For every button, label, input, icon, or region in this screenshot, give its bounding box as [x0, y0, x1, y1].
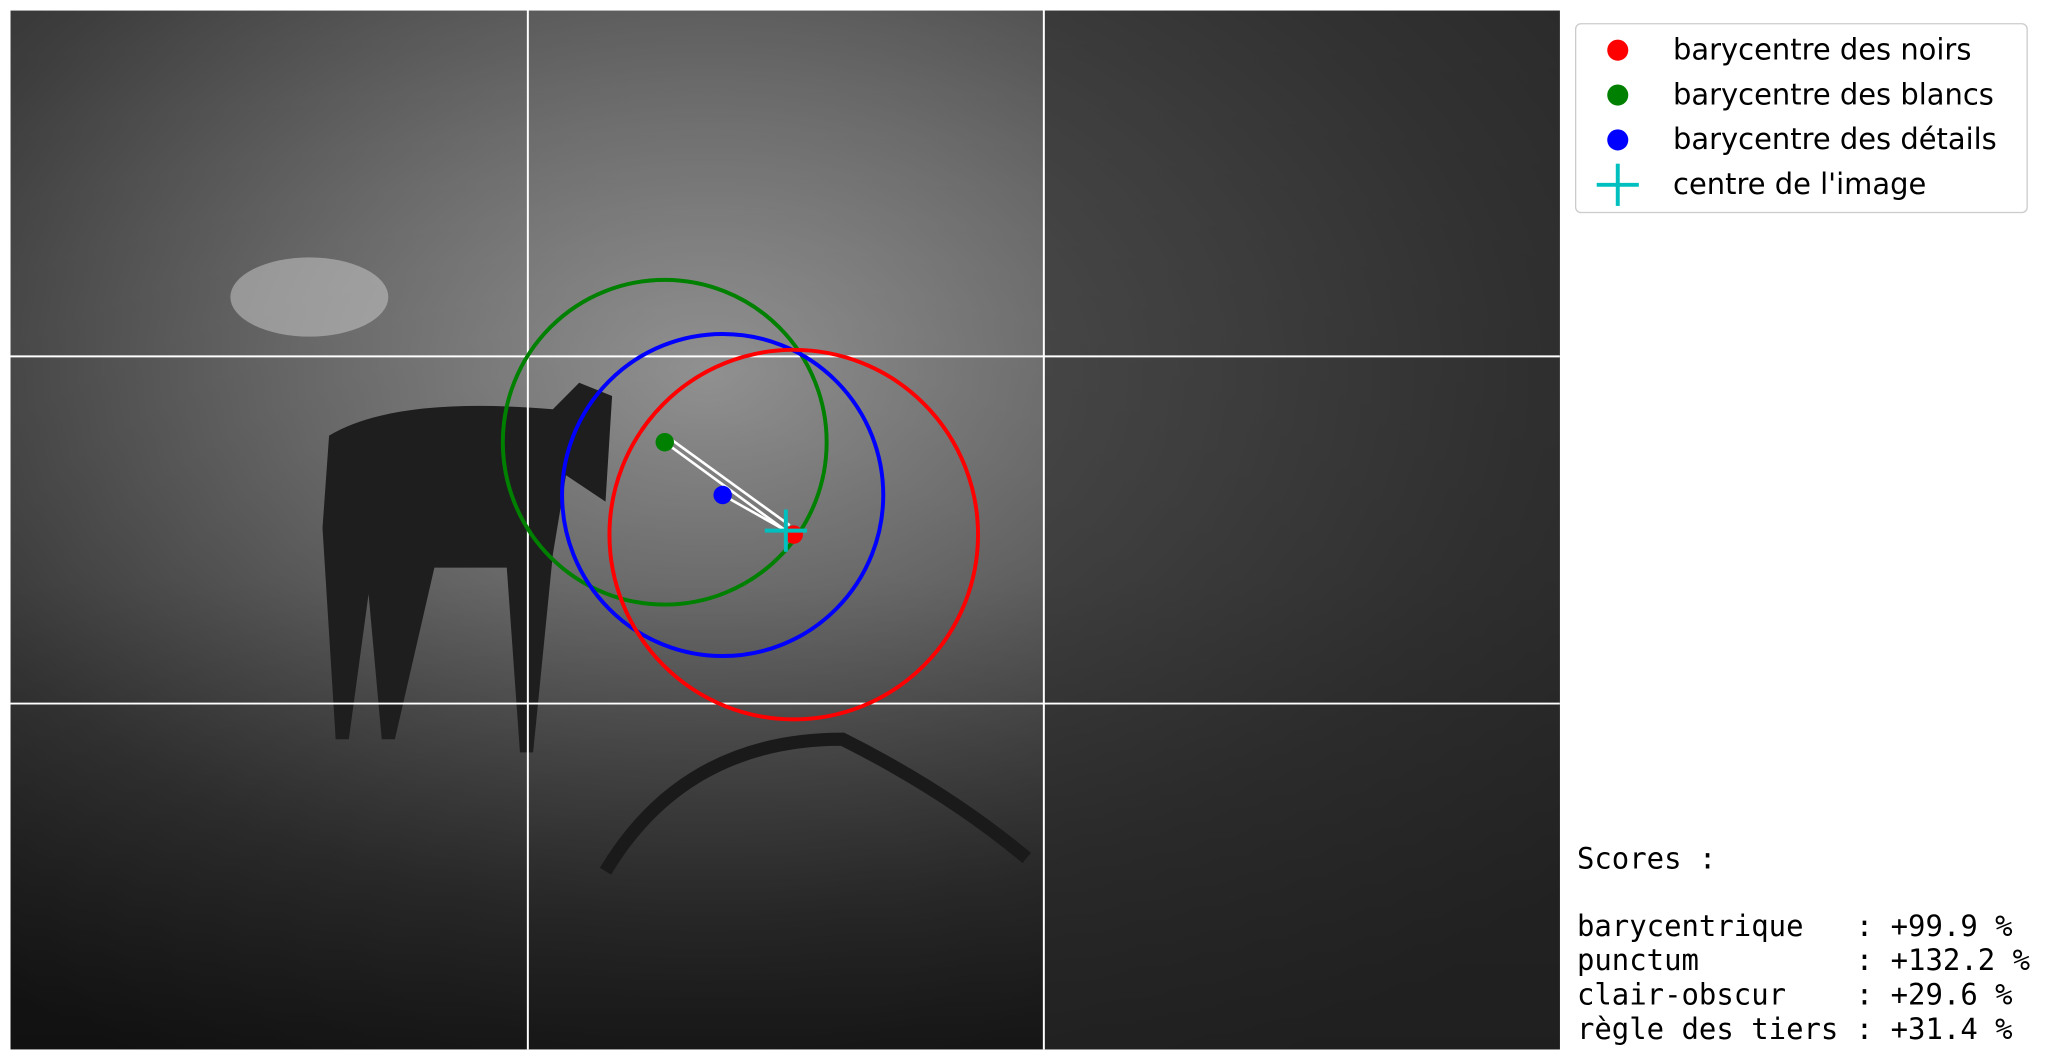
- legend-marker: [1607, 129, 1629, 151]
- legend-label: barycentre des blancs: [1673, 77, 1994, 111]
- legend-label: centre de l'image: [1673, 167, 1926, 201]
- scores-title: Scores :: [1577, 842, 1716, 876]
- legend-marker: [1607, 84, 1629, 106]
- legend-marker: [1607, 39, 1629, 61]
- score-line: règle des tiers : +31.4 %: [1577, 1012, 2013, 1046]
- score-line: barycentrique : +99.9 %: [1577, 909, 2013, 943]
- circles: [500, 277, 981, 722]
- score-line: clair-obscur : +29.6 %: [1577, 977, 2013, 1011]
- legend-label: barycentre des détails: [1673, 122, 1997, 156]
- image-centre: [764, 509, 807, 552]
- white-barycentre: [655, 432, 674, 452]
- score-line: punctum : +132.2 %: [1577, 943, 2030, 977]
- legend: barycentre des noirs barycentre des blan…: [1574, 23, 2028, 214]
- detail-barycentre: [713, 485, 732, 505]
- legend-marker: [1596, 163, 1639, 206]
- scores: Scores : barycentrique : +99.9 % punctum…: [1577, 842, 2030, 1046]
- horse: [322, 382, 613, 753]
- legend-label: barycentre des noirs: [1673, 32, 1971, 66]
